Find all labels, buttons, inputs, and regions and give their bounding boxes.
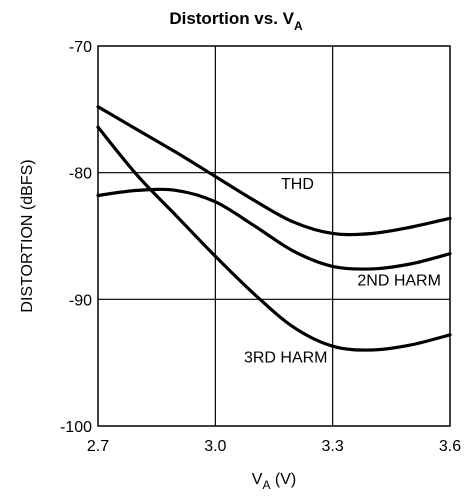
chart-title: Distortion vs. VA bbox=[169, 9, 303, 33]
series-group bbox=[96, 105, 452, 352]
grid bbox=[98, 46, 450, 426]
y-tick-labels: -100 -90 -80 -70 bbox=[60, 39, 92, 436]
x-axis-label: VA (V) bbox=[252, 471, 296, 492]
x-axis-label-subscript: A bbox=[262, 478, 270, 492]
annotations: THD 2ND HARM 3RD HARM bbox=[244, 176, 441, 367]
series-line-3rd-harm bbox=[96, 125, 452, 352]
y-axis-label: DISTORTION (dBFS) bbox=[19, 159, 36, 312]
x-tick-label: 3.0 bbox=[204, 438, 226, 455]
chart-title-subscript: A bbox=[294, 19, 303, 33]
plot-frame bbox=[97, 45, 451, 427]
x-tick-label: 3.6 bbox=[439, 438, 461, 455]
x-axis-label-main: V bbox=[252, 471, 263, 488]
x-tick-label: 2.7 bbox=[87, 438, 109, 455]
series-line-thd bbox=[96, 105, 452, 237]
x-tick-labels: 2.7 3.0 3.3 3.6 bbox=[87, 438, 461, 455]
x-tick-label: 3.3 bbox=[322, 438, 344, 455]
y-tick-label: -80 bbox=[69, 166, 92, 183]
y-tick-label: -70 bbox=[69, 39, 92, 56]
y-tick-label: -100 bbox=[60, 419, 92, 436]
curve-label: 3RD HARM bbox=[244, 350, 328, 367]
x-axis-label-unit: (V) bbox=[270, 471, 296, 488]
curve-label: THD bbox=[281, 176, 314, 193]
curve-label: 2ND HARM bbox=[357, 272, 441, 289]
y-tick-label: -90 bbox=[69, 292, 92, 309]
chart-title-main: Distortion vs. V bbox=[169, 9, 294, 28]
series-line-2nd-harm bbox=[96, 187, 452, 271]
